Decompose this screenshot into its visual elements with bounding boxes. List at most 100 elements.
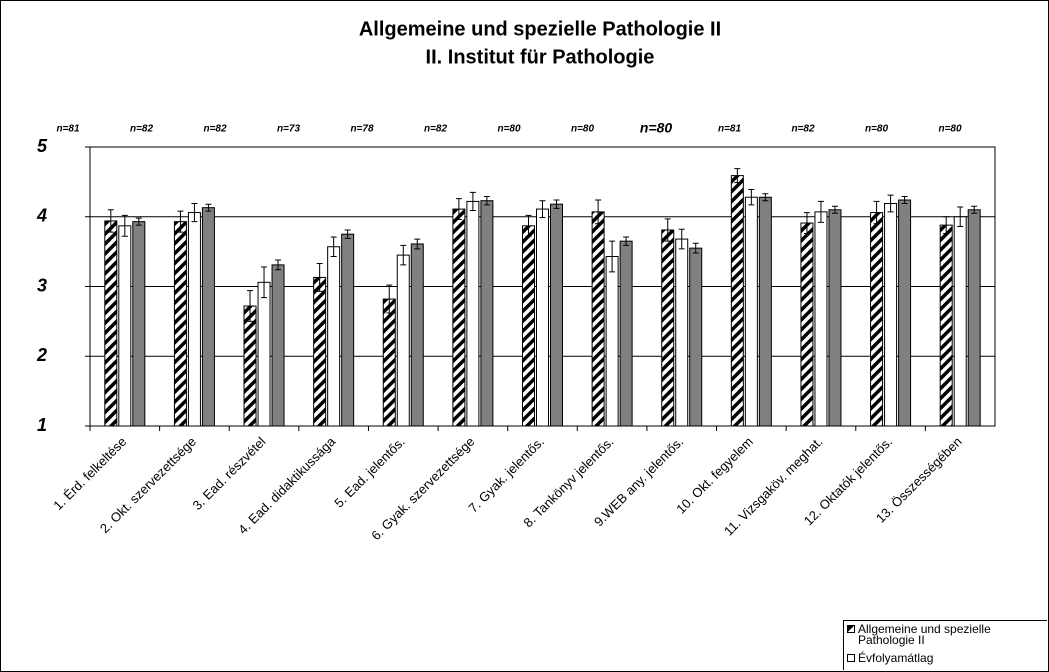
bar: [243, 305, 257, 427]
bar: [313, 276, 327, 427]
n-label: n=81: [56, 124, 80, 135]
n-label: n=82: [203, 124, 227, 135]
y-tick-label: 1: [37, 415, 47, 435]
bar: [870, 212, 884, 427]
bar: [744, 196, 758, 427]
bar: [536, 208, 549, 427]
bar: [104, 220, 118, 427]
bar: [953, 216, 967, 427]
error-bar: [539, 200, 546, 218]
error-bar: [205, 203, 212, 212]
n-label: n=81: [718, 124, 742, 135]
error-bar: [678, 228, 685, 250]
bar: [730, 175, 744, 427]
error-bar: [817, 200, 824, 223]
error-bar: [177, 210, 184, 233]
n-label: n=78: [350, 124, 374, 135]
legend-item: Egyetemi átlag: [858, 669, 1045, 672]
n-label: n=82: [791, 124, 815, 135]
bar: [118, 225, 132, 427]
n-label: n=73: [277, 124, 301, 135]
legend: Allgemeine und spezielle Pathologie II Év…: [843, 620, 1047, 672]
bar: [341, 233, 355, 427]
y-tick-label: 4: [36, 206, 47, 226]
bar: [605, 256, 619, 427]
bar: [480, 200, 494, 427]
error-bar: [553, 199, 560, 209]
error-bar: [414, 238, 421, 250]
bar: [257, 281, 271, 427]
bar: [550, 203, 563, 427]
legend-label: Évfolyamátlag: [858, 651, 934, 665]
bar: [661, 229, 675, 427]
error-bar: [247, 290, 254, 322]
error-bar: [121, 214, 128, 237]
error-bar: [831, 205, 838, 214]
error-bar: [261, 266, 268, 299]
error-bar: [595, 199, 602, 225]
bar: [884, 202, 898, 427]
n-label: n=80: [640, 120, 673, 136]
bar: [410, 243, 424, 427]
bar: [828, 209, 842, 427]
bar: [271, 264, 285, 427]
bar: [967, 209, 981, 427]
error-bar: [943, 216, 950, 234]
error-bar: [455, 198, 462, 221]
bar: [591, 211, 605, 427]
error-bar: [803, 212, 810, 234]
error-bar: [734, 168, 741, 184]
y-tick-label: 2: [36, 345, 47, 365]
error-bar: [386, 284, 393, 314]
bar: [939, 224, 953, 427]
bar: [758, 196, 772, 427]
y-tick-label: 5: [37, 136, 48, 156]
bar: [800, 222, 814, 427]
bar: [619, 240, 633, 427]
error-bar: [107, 209, 114, 233]
bar: [396, 254, 410, 427]
legend-swatch: [847, 654, 855, 662]
chart-title: II. Institut für Pathologie: [426, 46, 655, 68]
n-label: n=82: [424, 124, 448, 135]
error-bar: [135, 217, 142, 226]
error-bar: [275, 259, 282, 271]
bar: [522, 225, 535, 427]
error-bar: [623, 236, 630, 246]
error-bar: [692, 242, 699, 254]
error-bar: [609, 240, 616, 273]
error-bar: [316, 262, 323, 292]
legend-swatch: [847, 625, 855, 633]
error-bar: [957, 206, 964, 228]
error-bar: [400, 244, 407, 266]
bar: [327, 246, 341, 427]
error-bar: [469, 191, 476, 211]
error-bar: [191, 202, 198, 223]
bar: [675, 238, 689, 427]
bar: [132, 221, 146, 427]
chart-title: Allgemeine und spezielle Pathologie II: [359, 18, 721, 40]
y-tick-label: 3: [37, 275, 47, 295]
error-bar: [330, 236, 337, 258]
n-label: n=82: [130, 124, 154, 135]
bar: [201, 207, 215, 427]
legend-label: Allgemeine und spezielle Pathologie II: [858, 622, 991, 647]
error-bar: [664, 218, 671, 242]
bar: [187, 212, 201, 427]
legend-item: Allgemeine und spezielle Pathologie II: [847, 622, 1045, 647]
bar: [173, 221, 187, 427]
error-bar: [525, 214, 532, 237]
legend-item: Évfolyamátlag: [847, 651, 1045, 665]
bar: [452, 208, 466, 427]
error-bar: [762, 193, 769, 202]
error-bar: [483, 196, 490, 206]
n-label: n=80: [571, 124, 595, 135]
bar: [466, 200, 480, 427]
n-label: n=80: [938, 124, 962, 135]
legend-label: Egyetemi átlag: [858, 669, 937, 672]
n-label: n=80: [865, 124, 889, 135]
error-bar: [887, 194, 894, 213]
error-bar: [344, 229, 351, 239]
